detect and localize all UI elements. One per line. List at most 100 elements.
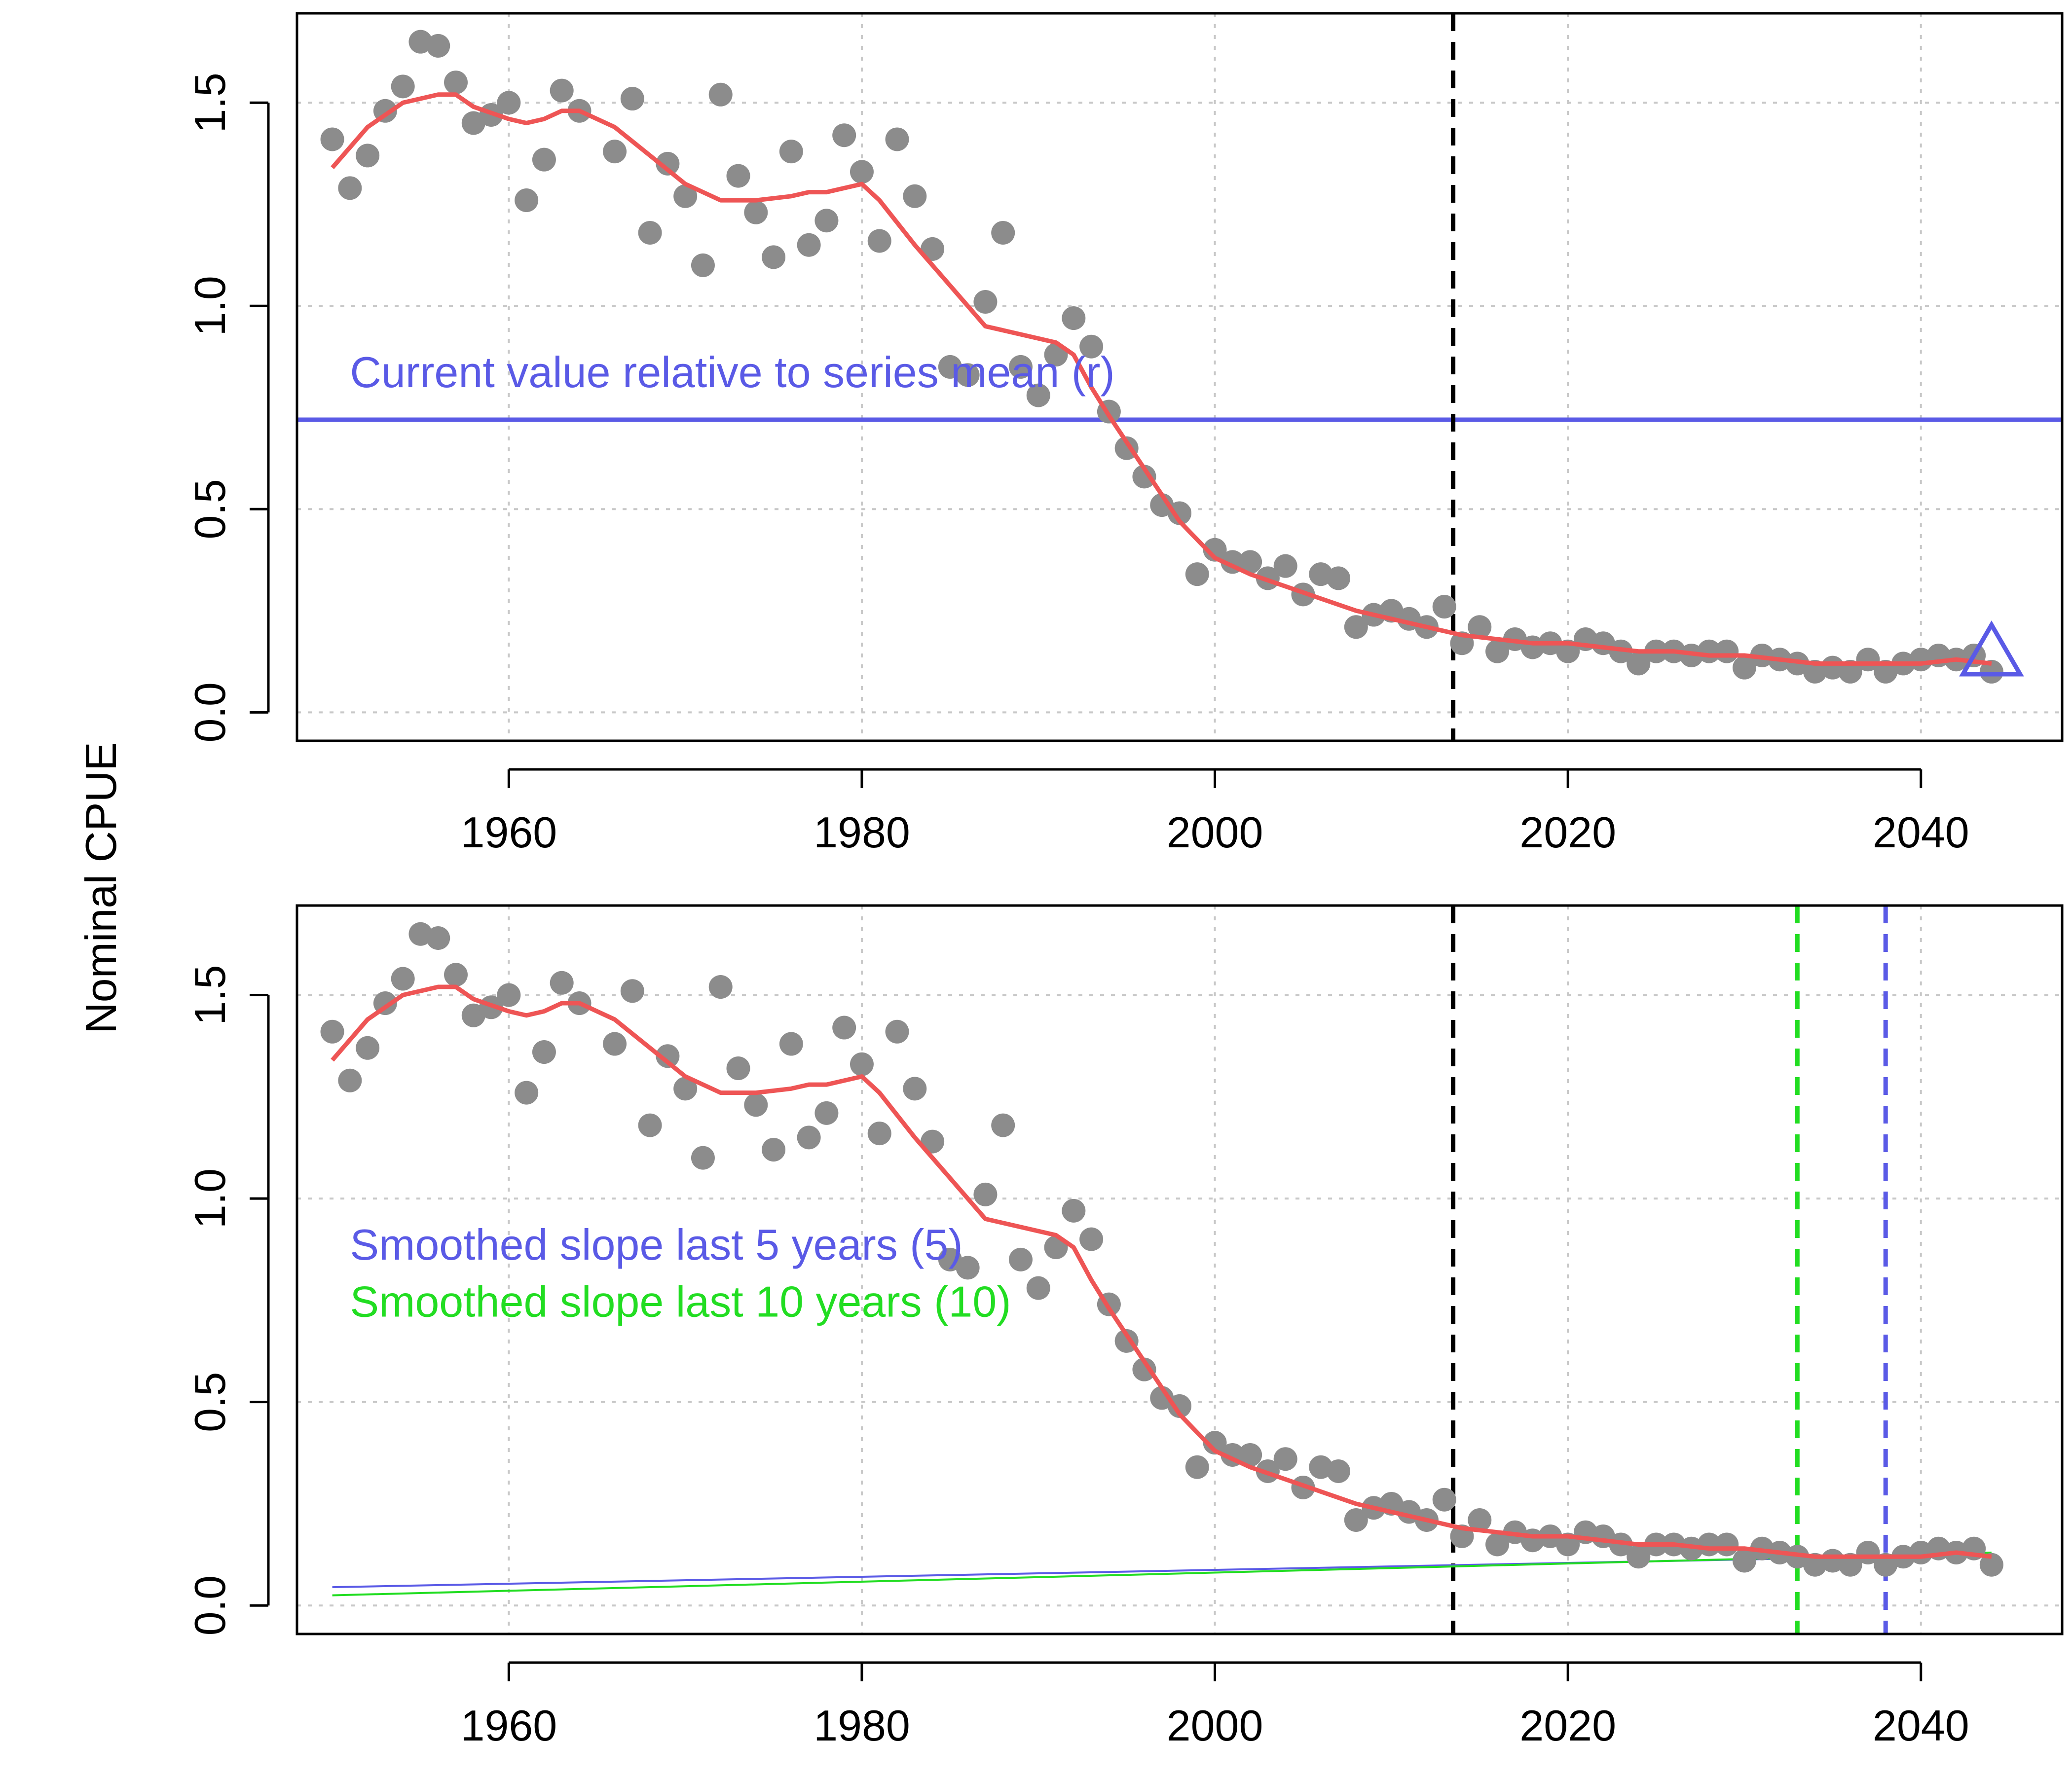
- data-point: [1185, 562, 1209, 586]
- data-point: [338, 1068, 362, 1092]
- data-point: [603, 1032, 627, 1056]
- y-tick-label: 1.5: [185, 965, 234, 1025]
- data-point: [1168, 1394, 1191, 1418]
- data-point: [391, 74, 415, 99]
- data-point: [515, 188, 539, 213]
- data-point: [921, 1129, 945, 1154]
- data-point: [1627, 652, 1651, 676]
- data-point: [1344, 1508, 1368, 1532]
- data-point: [797, 233, 821, 257]
- data-point: [1979, 1553, 2003, 1577]
- data-point: [1150, 1386, 1174, 1410]
- data-point: [956, 1256, 980, 1280]
- plot-frame: [296, 12, 2064, 742]
- slope-annotation-5-years: Smoothed slope last 5 years (5): [350, 1220, 962, 1269]
- data-point: [1715, 1532, 1739, 1557]
- data-point: [1344, 615, 1368, 639]
- x-tick-label: 2000: [1167, 808, 1263, 857]
- data-point: [921, 237, 945, 261]
- data-point: [620, 979, 644, 1003]
- panel-top: Current value relative to series mean (r…: [185, 12, 2064, 857]
- data-point: [1468, 615, 1492, 639]
- data-point: [850, 1052, 874, 1076]
- data-point: [1432, 1488, 1456, 1512]
- data-point: [638, 1113, 662, 1137]
- data-point: [673, 184, 698, 208]
- y-tick-label: 1.0: [185, 1168, 234, 1229]
- x-tick-label: 1960: [460, 1701, 557, 1750]
- data-point: [638, 220, 662, 245]
- data-point: [744, 1093, 768, 1117]
- data-point: [1062, 1198, 1086, 1223]
- x-tick-label: 1980: [814, 1701, 910, 1750]
- data-point: [461, 111, 485, 135]
- data-point: [1309, 562, 1333, 586]
- data-point: [1079, 334, 1104, 359]
- data-point: [444, 71, 468, 95]
- data-point: [497, 983, 521, 1007]
- data-point: [1132, 465, 1156, 489]
- slope-line-10-years: [332, 1551, 1992, 1597]
- data-point: [797, 1125, 821, 1150]
- data-point: [1008, 1247, 1033, 1271]
- y-tick-label: 0.0: [185, 1575, 234, 1635]
- data-point: [1309, 1455, 1333, 1479]
- data-point: [814, 209, 839, 233]
- data-point: [320, 127, 344, 151]
- data-point: [1238, 550, 1262, 574]
- data-point: [515, 1081, 539, 1105]
- data-point: [408, 922, 433, 946]
- data-point: [903, 1077, 927, 1101]
- x-tick-label: 2040: [1873, 1701, 1969, 1750]
- data-point: [744, 200, 768, 224]
- data-point: [938, 1247, 962, 1271]
- data-point: [532, 1040, 556, 1064]
- data-point: [779, 140, 803, 164]
- x-tick-label: 2000: [1167, 1701, 1263, 1750]
- data-point: [338, 176, 362, 200]
- data-point: [867, 1122, 891, 1146]
- data-point: [691, 1146, 715, 1170]
- data-point: [1979, 659, 2003, 684]
- data-point: [391, 967, 415, 991]
- y-tick-label: 0.5: [185, 1372, 234, 1432]
- data-point: [1485, 1532, 1510, 1557]
- data-point: [973, 290, 998, 314]
- data-point: [1485, 639, 1510, 663]
- data-point: [691, 253, 715, 277]
- data-point: [1203, 538, 1227, 562]
- data-point: [1468, 1508, 1492, 1532]
- data-point: [1432, 595, 1456, 619]
- data-point: [1273, 1447, 1297, 1471]
- data-point: [885, 127, 909, 151]
- panel-bottom: Smoothed slope last 5 years (5) Smoothed …: [185, 904, 2064, 1750]
- data-point: [726, 164, 750, 188]
- y-axis-label: Nominal CPUE: [76, 742, 125, 1034]
- data-point: [1203, 1431, 1227, 1455]
- data-point: [1627, 1545, 1651, 1569]
- y-tick-label: 1.5: [185, 73, 234, 133]
- data-point: [356, 144, 380, 168]
- data-point: [461, 1003, 485, 1027]
- data-point: [903, 184, 927, 208]
- data-point: [867, 229, 891, 253]
- current-value-marker: [1959, 620, 2024, 677]
- data-point: [550, 78, 574, 103]
- data-point: [550, 971, 574, 995]
- data-point: [603, 140, 627, 164]
- data-point: [779, 1032, 803, 1056]
- data-point: [1150, 493, 1174, 517]
- data-point: [1803, 659, 1827, 684]
- data-point: [497, 91, 521, 115]
- data-point: [973, 1182, 998, 1206]
- data-point: [1838, 1553, 1862, 1577]
- data-point: [356, 1036, 380, 1060]
- data-point: [1168, 501, 1191, 525]
- data-point: [656, 1044, 680, 1068]
- data-point: [1026, 1276, 1050, 1300]
- data-point: [762, 1138, 786, 1162]
- x-tick-label: 2040: [1873, 808, 1969, 857]
- data-point: [991, 1113, 1015, 1137]
